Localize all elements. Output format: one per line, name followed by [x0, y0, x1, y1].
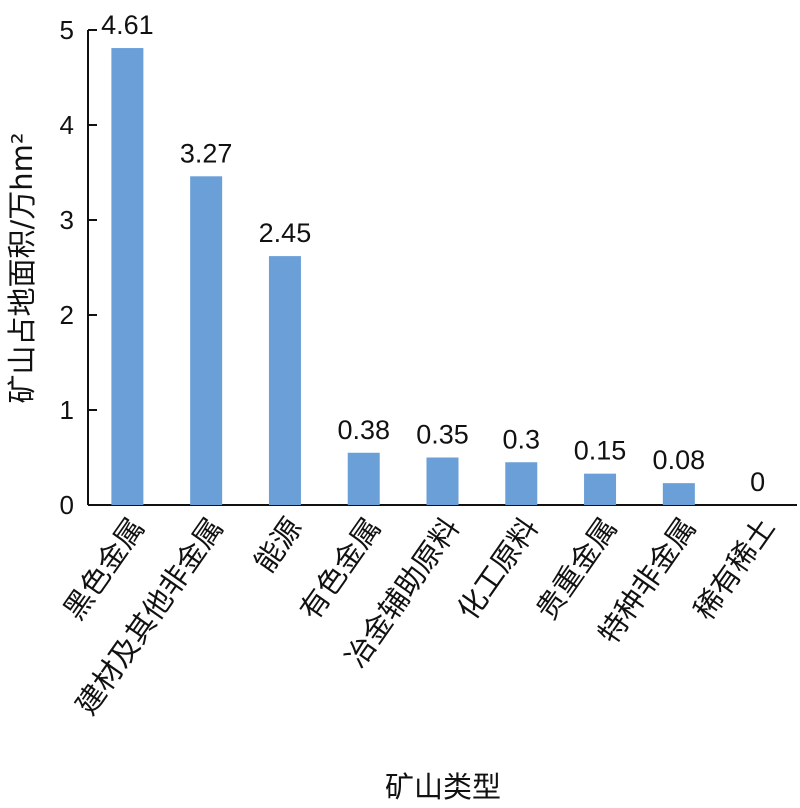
bars: [111, 48, 695, 506]
bar: [662, 483, 695, 505]
bar: [347, 452, 380, 505]
y-tick-label: 5: [60, 15, 74, 45]
y-tick-label: 4: [60, 110, 74, 140]
category-label: 建材及其他非金属: [69, 512, 230, 722]
value-labels: 4.61 3.27 2.45 0.38 0.35 0.3 0.15 0.08 0: [101, 10, 765, 497]
category-label: 化工原料: [451, 512, 545, 627]
bar-value-label: 0.15: [574, 436, 627, 466]
y-tick-label: 2: [60, 300, 74, 330]
bar: [111, 48, 144, 506]
category-label: 能源: [248, 512, 309, 579]
bar: [268, 256, 301, 505]
x-axis-title: 矿山类型: [385, 770, 501, 804]
bar-value-label: 0.08: [653, 445, 706, 475]
y-tick-label: 3: [60, 205, 74, 235]
y-ticks: 0 1 2 3 4 5: [60, 15, 97, 520]
bar: [505, 462, 538, 505]
y-tick-label: 0: [60, 490, 74, 520]
bar-value-label: 0.38: [337, 415, 390, 445]
bar: [190, 176, 223, 506]
category-label: 稀有稀土: [687, 512, 781, 627]
bar: [584, 473, 617, 505]
y-axis-title: 矿山占地面积/万hm²: [5, 132, 39, 403]
bar: [426, 457, 459, 505]
bar-value-label: 2.45: [259, 218, 312, 248]
bar-value-label: 4.61: [101, 10, 154, 40]
bar-value-label: 0: [750, 467, 765, 497]
y-tick-label: 1: [60, 395, 74, 425]
bar-value-label: 0.35: [416, 420, 469, 450]
bar-value-label: 3.27: [180, 138, 233, 168]
bar-value-label: 0.3: [503, 424, 541, 454]
